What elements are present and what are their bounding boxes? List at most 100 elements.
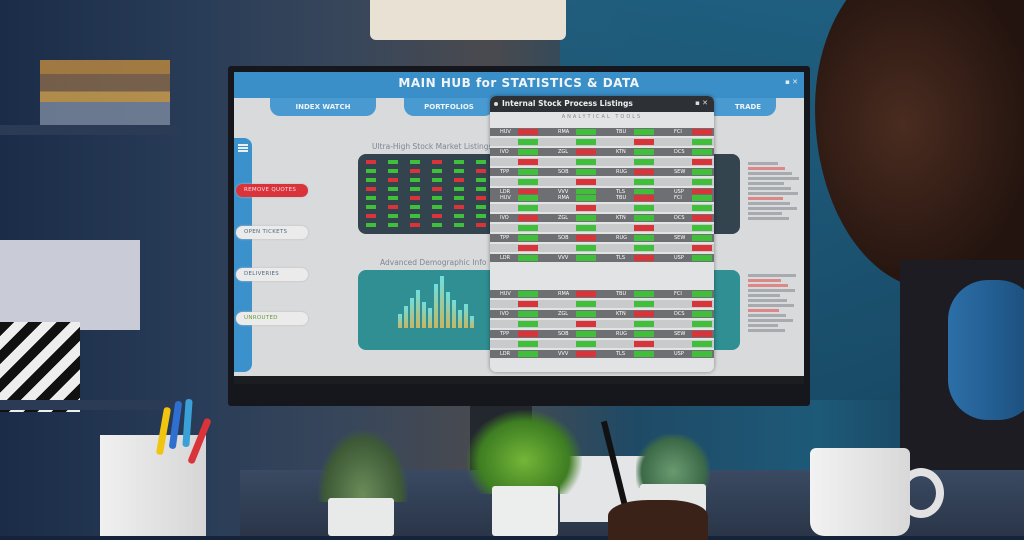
- popup-controls[interactable]: ▪ ✕: [695, 99, 708, 107]
- listing-cell: [410, 178, 420, 182]
- ticker-change-cell: [518, 179, 538, 185]
- text-line: [748, 192, 798, 195]
- open-tickets-button[interactable]: OPEN TICKETS: [236, 226, 308, 239]
- ticker-change-cell: [692, 255, 712, 261]
- listing-cell: [432, 196, 442, 200]
- clapperboard: [0, 322, 80, 412]
- ticker-change-cell: [634, 205, 654, 211]
- ticker-change-cell: [576, 351, 596, 357]
- chart-bar: [458, 310, 462, 328]
- ticker-symbol: DCS: [674, 311, 685, 317]
- window-controls[interactable]: ▪ ✕: [785, 78, 798, 86]
- ticker-change-cell: [576, 169, 596, 175]
- text-line: [748, 202, 790, 205]
- text-line: [748, 294, 780, 297]
- succulent-plant: [318, 430, 408, 502]
- chart-bar: [410, 298, 414, 328]
- ticker-row: [490, 158, 714, 166]
- sidebar: [234, 138, 252, 372]
- popup-title: Internal Stock Process Listings: [502, 99, 633, 108]
- listing-cell: [410, 187, 420, 191]
- ticker-row: [490, 244, 714, 252]
- listing-cell: [454, 160, 464, 164]
- listing-cell: [410, 205, 420, 209]
- ticker-row: HUV RMA TBU FCI: [490, 290, 714, 298]
- ticker-symbol: VVV: [558, 189, 569, 195]
- listing-cell: [366, 223, 376, 227]
- leafy-plant: [466, 410, 582, 494]
- chart-bar: [464, 304, 468, 328]
- listing-cell: [366, 187, 376, 191]
- ticker-change-cell: [634, 149, 654, 155]
- text-line: [748, 309, 779, 312]
- header-bar: [234, 72, 804, 98]
- deliveries-button[interactable]: DELIVERIES: [236, 268, 308, 281]
- text-line: [748, 197, 783, 200]
- chart-bar: [446, 292, 450, 328]
- menu-icon[interactable]: [238, 144, 248, 152]
- listing-cell: [476, 205, 486, 209]
- ticker-symbol: TLS: [616, 351, 626, 357]
- ticker-symbol: SEW: [674, 235, 686, 241]
- ticker-symbol: USP: [674, 351, 684, 357]
- remove-quotes-button[interactable]: REMOVE QUOTES: [236, 184, 308, 197]
- ticker-symbol: USP: [674, 189, 684, 195]
- ticker-change-cell: [634, 215, 654, 221]
- ticker-symbol: FCI: [674, 129, 682, 135]
- ticker-symbol: ZGL: [558, 149, 569, 155]
- ticker-row: IVO ZGL KTN DCS: [490, 310, 714, 318]
- ticker-change-cell: [576, 189, 596, 195]
- tab-index-watch[interactable]: INDEX WATCH: [270, 98, 376, 116]
- listing-cell: [476, 169, 486, 173]
- ticker-symbol: ZGL: [558, 311, 569, 317]
- ticker-symbol: TLS: [616, 255, 626, 261]
- tab-portfolios[interactable]: PORTFOLIOS: [404, 98, 494, 116]
- ticker-change-cell: [692, 169, 712, 175]
- listing-cell: [432, 223, 442, 227]
- ticker-row: IVO ZGL KTN DCS: [490, 214, 714, 222]
- text-line: [748, 217, 789, 220]
- ticker-symbol: LDR: [500, 189, 511, 195]
- ticker-change-cell: [518, 195, 538, 201]
- ticker-change-cell: [576, 149, 596, 155]
- ticker-change-cell: [518, 205, 538, 211]
- ticker-change-cell: [576, 245, 596, 251]
- ticker-row: [490, 138, 714, 146]
- ticker-change-cell: [518, 351, 538, 357]
- listing-cell: [366, 214, 376, 218]
- ticker-change-cell: [692, 149, 712, 155]
- ticker-change-cell: [692, 301, 712, 307]
- listing-cell: [454, 205, 464, 209]
- ticker-change-cell: [634, 331, 654, 337]
- ticker-row: LDR VVV TLS USP: [490, 350, 714, 358]
- ticker-symbol: LDR: [500, 351, 511, 357]
- ticker-change-cell: [576, 225, 596, 231]
- ticker-change-cell: [634, 311, 654, 317]
- app-title: MAIN HUB for STATISTICS & DATA: [398, 76, 640, 90]
- ticker-change-cell: [576, 311, 596, 317]
- listing-cell: [410, 223, 420, 227]
- chart-bar: [470, 316, 474, 328]
- ticker-change-cell: [692, 189, 712, 195]
- text-line: [748, 182, 784, 185]
- unrouted-button[interactable]: UNROUTED: [236, 312, 308, 325]
- listing-cell: [476, 178, 486, 182]
- text-line: [748, 274, 796, 277]
- ticker-row: IVO ZGL KTN DCS: [490, 148, 714, 156]
- chart-bar: [440, 276, 444, 328]
- ticker-change-cell: [518, 331, 538, 337]
- ticker-change-cell: [634, 189, 654, 195]
- chart-bar: [404, 306, 408, 328]
- chart-bar: [452, 300, 456, 328]
- ticker-change-cell: [518, 311, 538, 317]
- listing-cell: [410, 214, 420, 218]
- ticker-symbol: SEW: [674, 169, 686, 175]
- ticker-row: [490, 224, 714, 232]
- popup-header: [490, 96, 714, 112]
- ticker-symbol: RUG: [616, 235, 628, 241]
- ticker-row: [490, 204, 714, 212]
- section-heading-demographic: Advanced Demographic Info: [380, 258, 487, 267]
- ticker-row: TPP SOB RUG SEW: [490, 330, 714, 338]
- text-line: [748, 162, 778, 165]
- listing-cell: [366, 160, 376, 164]
